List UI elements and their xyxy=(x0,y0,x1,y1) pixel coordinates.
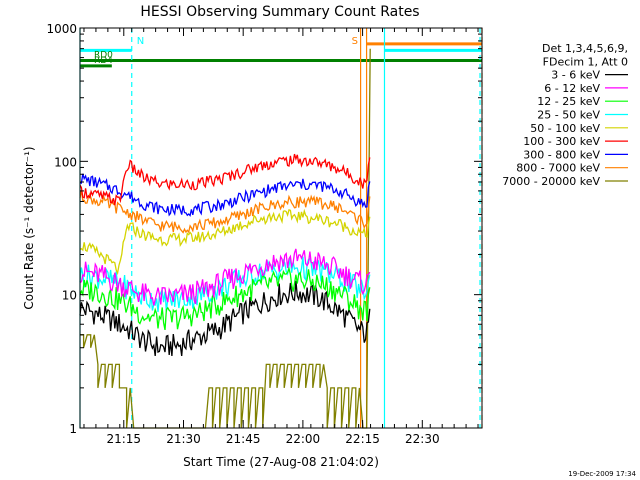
timestamp: 19-Dec-2009 17:34 xyxy=(568,470,636,478)
x-tick-label-22-30: 22:30 xyxy=(405,432,440,446)
legend-label-100-300-kev: 100 - 300 keV xyxy=(523,135,600,148)
series-line-100-300-kev xyxy=(79,153,371,206)
legend-label-7000-20000-kev: 7000 - 20000 keV xyxy=(502,175,600,188)
y-tick-label-1: 1 xyxy=(69,422,77,436)
series-line-800-7000-kev xyxy=(79,190,371,234)
legend: Det 1,3,4,5,6,9,FDecim 1, Att 03 - 6 keV… xyxy=(502,42,628,188)
legend-header-1: FDecim 1, Att 0 xyxy=(543,55,628,68)
legend-label-25-50-kev: 25 - 50 keV xyxy=(537,109,600,122)
chart-title: HESSI Observing Summary Count Rates xyxy=(140,4,419,20)
x-axis-label: Start Time (27-Aug-08 21:04:02) xyxy=(183,455,379,469)
vertical-marker-label-s: S xyxy=(352,36,358,47)
legend-label-12-25-kev: 12 - 25 keV xyxy=(537,95,600,108)
legend-label-6-12-kev: 6 - 12 keV xyxy=(544,82,600,95)
y-tick-label-1000: 1000 xyxy=(46,22,77,36)
plot-frame xyxy=(79,27,483,429)
y-axis-label: Count Rate (s⁻¹ detector⁻¹) xyxy=(22,146,36,309)
series-line-6-12-kev xyxy=(79,248,371,306)
y-tick-label-10: 10 xyxy=(62,289,77,303)
x-tick-label-22-15: 22:15 xyxy=(345,432,380,446)
vertical-marker-label-n: N xyxy=(137,36,144,47)
x-tick-label-21-15: 21:15 xyxy=(106,432,141,446)
y-tick-label-100: 100 xyxy=(54,155,77,169)
x-tick-label-22-00: 22:00 xyxy=(286,432,321,446)
status-bar-label-rd4: RD4 xyxy=(94,56,113,66)
legend-label-50-100-kev: 50 - 100 keV xyxy=(530,122,600,135)
legend-label-3-6-kev: 3 - 6 keV xyxy=(551,69,600,82)
series-line-300-800-kev xyxy=(79,173,371,217)
x-tick-label-21-30: 21:30 xyxy=(166,432,201,446)
status-bar-label-rd0: RD0 xyxy=(94,51,113,61)
legend-header-0: Det 1,3,4,5,6,9, xyxy=(542,42,628,55)
series-line-50-100-kev xyxy=(79,208,371,276)
legend-label-300-800-kev: 300 - 800 keV xyxy=(523,148,600,161)
x-tick-label-21-45: 21:45 xyxy=(226,432,261,446)
series-line-3-6-kev xyxy=(79,280,371,357)
legend-label-800-7000-kev: 800 - 7000 keV xyxy=(516,162,600,175)
axes-layer: 21:15 21:30 21:45 22:00 22:15 22:30 1 10 100 1000 xyxy=(46,22,482,446)
series-line-12-25-kev xyxy=(79,266,371,331)
series-line-7000-20000-kev xyxy=(80,48,371,429)
